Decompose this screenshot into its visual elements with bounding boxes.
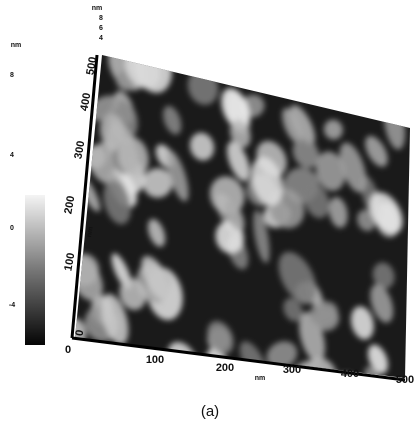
x-tick-label: 0 xyxy=(65,344,71,356)
surface-grain xyxy=(224,200,245,232)
y-axis-unit: nm xyxy=(86,226,95,238)
surface-grain xyxy=(119,278,147,310)
surface-grain xyxy=(323,119,343,140)
y-tick-label: 200 xyxy=(62,195,77,215)
surface-grain xyxy=(357,209,376,232)
colorbar xyxy=(25,195,45,345)
z-tick-label: 6 xyxy=(99,25,103,32)
z-tick-label: 4 xyxy=(99,35,103,42)
x-tick-label: 200 xyxy=(216,362,234,374)
surface-grain xyxy=(278,251,317,304)
x-tick-label: 100 xyxy=(146,354,164,366)
colorbar-tick-label: 0 xyxy=(10,225,14,232)
surface-grain xyxy=(283,297,303,322)
surface-grain xyxy=(166,150,189,202)
x-tick-label: 500 xyxy=(396,374,414,386)
surface-grain xyxy=(189,132,215,161)
surface-grain xyxy=(142,168,173,198)
surface-grain xyxy=(229,119,251,148)
z-axis-unit: nm xyxy=(92,5,103,12)
surface-grain xyxy=(253,210,270,264)
surface-grain xyxy=(251,156,283,206)
surface-grain xyxy=(117,136,149,178)
colorbar-tick-label: 8 xyxy=(10,72,14,79)
surface-grain xyxy=(328,197,348,228)
colorbar-tick-label: 4 xyxy=(10,152,14,159)
surface-grain xyxy=(370,284,394,323)
surface-grain xyxy=(226,141,250,182)
surface-grain xyxy=(103,180,131,225)
surface-grain xyxy=(163,105,182,135)
y-tick-label: 0 xyxy=(73,329,86,337)
x-tick-label: 300 xyxy=(283,364,301,376)
colorbar-unit: nm xyxy=(11,42,22,49)
x-axis-unit: nm xyxy=(255,375,266,382)
surface-grain xyxy=(367,344,388,374)
y-tick-label: 500 xyxy=(84,56,99,76)
axis-line xyxy=(71,336,406,382)
surface-grain xyxy=(369,192,403,234)
z-tick-label: 8 xyxy=(99,15,103,22)
surface-grain xyxy=(221,88,250,130)
x-tick-label: 400 xyxy=(341,368,359,380)
surface-grain xyxy=(141,255,172,302)
surface-grain xyxy=(147,219,166,247)
axis-line xyxy=(70,54,99,339)
y-tick-label: 100 xyxy=(62,252,77,272)
colorbar-tick-label: -4 xyxy=(9,302,15,309)
surface-grain xyxy=(365,135,388,167)
surface-grain xyxy=(101,293,129,345)
y-tick-label: 400 xyxy=(78,92,93,112)
surface-grain xyxy=(266,341,298,369)
surface-grain xyxy=(99,112,126,152)
caption: (a) xyxy=(201,403,219,420)
surface-grain xyxy=(309,301,338,326)
surface-grain xyxy=(282,108,302,144)
surface-grain xyxy=(303,183,330,219)
surface-grain xyxy=(350,306,374,340)
surface-grain xyxy=(372,262,395,289)
surface-grain xyxy=(339,142,367,193)
surface-grain xyxy=(289,105,316,146)
surface-grain xyxy=(207,320,234,355)
surface-grain xyxy=(292,138,320,169)
surface-grain xyxy=(315,151,346,191)
y-tick-label: 300 xyxy=(72,140,87,160)
